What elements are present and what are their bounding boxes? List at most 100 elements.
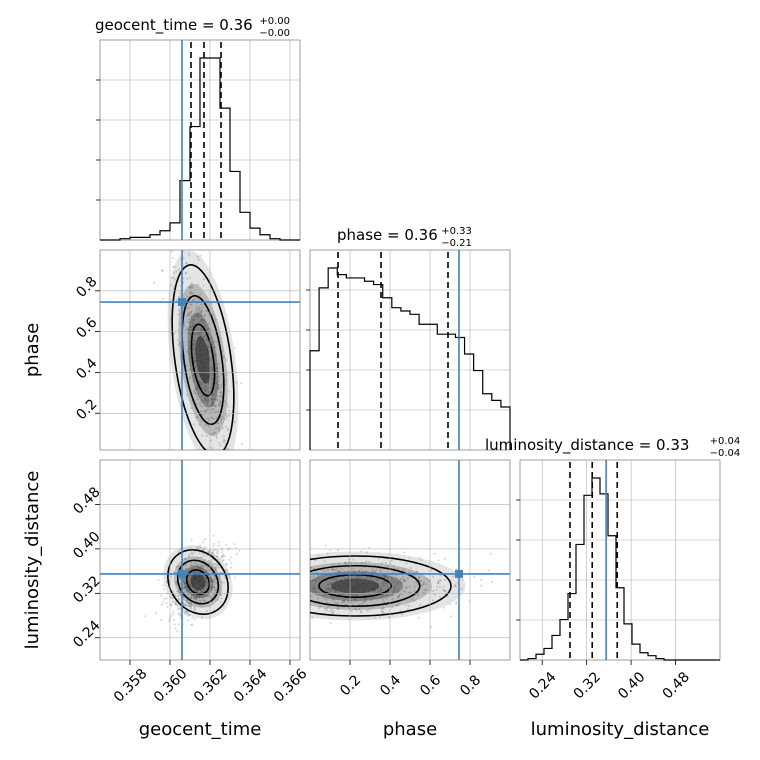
sample-point	[193, 423, 196, 426]
sample-point	[327, 584, 330, 587]
sample-point	[402, 576, 404, 579]
sample-point	[210, 302, 213, 305]
sample-point	[220, 421, 223, 424]
sample-point	[173, 271, 176, 274]
sample-point	[174, 581, 177, 584]
sample-point	[201, 434, 204, 437]
sample-point	[187, 318, 190, 321]
x-tick-label: 0.360	[151, 666, 191, 706]
sample-point	[393, 589, 396, 592]
sample-point	[204, 538, 207, 541]
sample-point	[188, 377, 191, 380]
sample-point	[430, 625, 433, 628]
sample-point	[199, 383, 202, 386]
sample-point	[173, 332, 176, 335]
sample-point	[214, 563, 217, 566]
sample-point	[187, 605, 190, 607]
sample-point	[204, 569, 207, 572]
sample-point	[216, 422, 219, 425]
sample-point	[186, 610, 189, 613]
sample-point	[220, 581, 223, 583]
sample-point	[354, 598, 357, 600]
sample-point	[382, 584, 385, 587]
sample-point	[367, 576, 369, 579]
sample-point	[200, 327, 203, 330]
sample-point	[196, 297, 199, 300]
marginal-title-sup: +0.00	[259, 16, 290, 27]
sample-point	[327, 587, 329, 590]
sample-point	[192, 589, 195, 591]
sample-point	[227, 574, 230, 577]
sample-point	[324, 608, 327, 611]
sample-point	[433, 593, 436, 596]
sample-point	[179, 613, 182, 616]
sample-point	[222, 355, 225, 358]
x-tick-label: 0.24	[526, 669, 559, 702]
sample-point	[397, 595, 400, 598]
sample-point	[187, 313, 190, 316]
panel-frame	[99, 459, 301, 661]
sample-point	[372, 570, 375, 573]
sample-point	[217, 552, 220, 555]
x-tick-label: 0.6	[417, 672, 444, 699]
sample-point	[187, 581, 190, 584]
sample-point	[144, 615, 147, 618]
sample-point	[374, 570, 376, 573]
sample-point	[325, 587, 327, 590]
sample-point	[207, 408, 210, 411]
sample-point	[211, 382, 214, 385]
sample-point	[205, 434, 208, 437]
sample-point	[333, 563, 336, 566]
sample-point	[192, 552, 195, 555]
y-tick-label: 0.40	[70, 529, 103, 562]
sample-point	[201, 574, 204, 577]
sample-point	[371, 568, 374, 571]
sample-point	[183, 354, 186, 357]
sample-point	[185, 604, 188, 607]
sample-point	[365, 551, 368, 554]
sample-point	[179, 291, 182, 294]
sample-point	[196, 395, 199, 398]
sample-point	[359, 610, 362, 613]
sample-point	[327, 569, 329, 572]
sample-point	[201, 574, 204, 577]
sample-point	[193, 343, 196, 345]
sample-point	[196, 457, 198, 459]
sample-point	[200, 312, 203, 315]
sample-point	[178, 341, 181, 344]
sample-point	[337, 602, 339, 605]
sample-point	[454, 583, 457, 586]
sample-point	[358, 576, 360, 579]
sample-point	[211, 408, 214, 411]
truth-marker	[178, 569, 186, 578]
sample-point	[198, 552, 201, 555]
sample-point	[189, 286, 192, 289]
sample-point	[224, 440, 226, 443]
sample-point	[381, 610, 384, 613]
sample-point	[184, 586, 186, 589]
sample-point	[215, 582, 218, 585]
sample-point	[203, 389, 206, 392]
sample-point	[323, 570, 326, 573]
sample-point	[384, 561, 387, 564]
sample-point	[306, 574, 308, 576]
sample-point	[212, 563, 214, 566]
sample-point	[233, 543, 236, 546]
sample-point	[189, 605, 192, 608]
sample-point	[188, 286, 191, 289]
sample-point	[210, 398, 213, 401]
marginal-title: luminosity_distance = 0.33	[485, 436, 689, 455]
sample-point	[193, 562, 196, 565]
sample-point	[455, 602, 458, 605]
sample-point	[219, 401, 222, 404]
sample-point	[204, 580, 207, 582]
sample-point	[184, 557, 187, 560]
sample-point	[172, 613, 175, 615]
sample-point	[187, 344, 190, 347]
sample-point	[350, 568, 353, 571]
sample-point	[200, 590, 203, 592]
sample-point	[207, 332, 210, 335]
sample-point	[189, 333, 191, 336]
density-level	[195, 336, 211, 384]
sample-point	[240, 382, 243, 385]
